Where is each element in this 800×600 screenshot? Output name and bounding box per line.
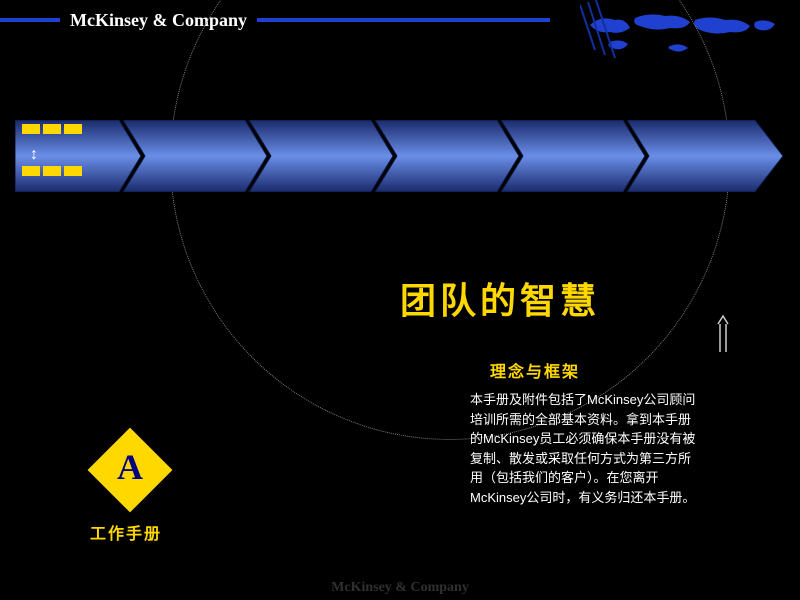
decorative-circle: [170, 0, 730, 440]
diamond-badge: A: [100, 440, 160, 500]
yellow-block: [64, 166, 82, 176]
chevron-3: [249, 120, 393, 192]
body-text: 本手册及附件包括了McKinsey公司顾问培训所需的全部基本资料。拿到本手册的M…: [470, 390, 700, 507]
up-arrow-icon: [716, 314, 730, 354]
footer-text: McKinsey & Company: [0, 580, 800, 596]
chevron-row: [15, 120, 785, 192]
diamond-label: 工作手册: [90, 520, 162, 544]
diamond-letter: A: [100, 446, 160, 488]
yellow-block: [64, 124, 82, 134]
main-title: 团队的智慧: [400, 272, 600, 324]
chevron-2: [123, 120, 267, 192]
subtitle: 理念与框架: [490, 358, 580, 382]
yellow-block: [43, 166, 61, 176]
header-line-left: [0, 18, 60, 22]
yellow-block: [22, 124, 40, 134]
chevron-4: [375, 120, 519, 192]
double-arrow-icon: ↕: [30, 146, 38, 164]
chevron-5: [501, 120, 645, 192]
chevron-6: [627, 120, 783, 192]
yellow-block: [22, 166, 40, 176]
yellow-block: [43, 124, 61, 134]
